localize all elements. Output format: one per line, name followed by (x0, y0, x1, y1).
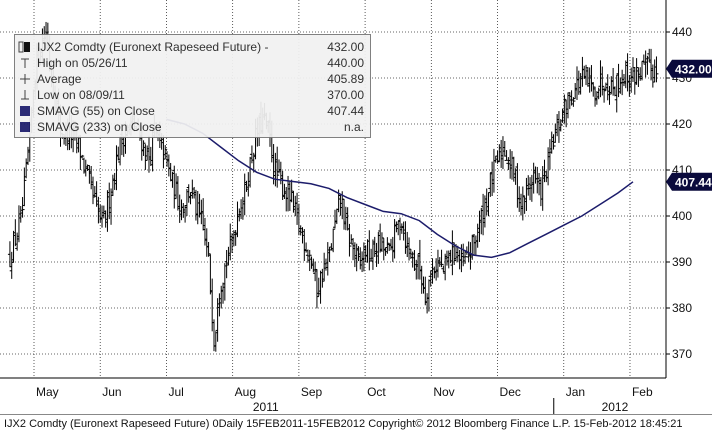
legend-row-sma233: SMAVG (233) on Close n.a. (19, 119, 364, 135)
year-label: 2011 (253, 400, 279, 414)
y-tick-label: 420 (672, 117, 692, 131)
y-tick-label: 390 (672, 255, 692, 269)
legend-value: 407.44 (327, 104, 364, 118)
low-marker-icon (19, 89, 31, 101)
price-bar (607, 86, 612, 105)
price-bar (385, 237, 390, 254)
x-tick-label: Jun (102, 385, 121, 399)
last-value-labels: 432.00 407.44 (666, 59, 712, 191)
price-bar (163, 145, 168, 160)
price-bar (161, 135, 166, 169)
high-marker-icon (19, 57, 31, 69)
legend-value: 432.00 (327, 40, 364, 54)
legend-row-low: Low on 08/09/11 370.00 (19, 87, 364, 103)
price-bar (80, 154, 85, 159)
last-price-label-box (666, 59, 712, 78)
average-marker-icon (19, 73, 31, 85)
square-icon (18, 41, 30, 53)
x-tick-label: Dec (500, 385, 521, 399)
x-tick-label: Jan (566, 385, 585, 399)
y-tick-label: 400 (672, 209, 692, 223)
sma-last-label-box (666, 172, 712, 191)
x-tick-label: May (36, 385, 59, 399)
legend-row-high: High on 05/26/11 440.00 (19, 55, 364, 71)
price-bar (600, 66, 605, 96)
y-tick-label: 440 (672, 25, 692, 39)
legend-row-sma55: SMAVG (55) on Close 407.44 (19, 103, 364, 119)
x-tick-label: Feb (632, 385, 653, 399)
price-bar (20, 197, 25, 218)
legend-row-price: IJX2 Comdty (Euronext Rapeseed Future) -… (18, 39, 364, 55)
sma-55-line (166, 118, 634, 259)
price-bar (141, 140, 146, 156)
legend-label: IJX2 Comdty (Euronext Rapeseed Future) - (37, 40, 269, 54)
price-bar (314, 269, 319, 309)
x-tick-label: Oct (367, 385, 386, 399)
legend-label: SMAVG (233) on Close (37, 120, 162, 134)
legend-value: n.a. (343, 120, 364, 134)
price-bar (562, 94, 567, 124)
legend-label: Average (37, 72, 82, 86)
price-bar (634, 58, 639, 85)
x-tick-label: Nov (433, 385, 454, 399)
price-bar (654, 56, 659, 83)
x-axis-ticks: May Jun Jul Aug Sep Oct Nov Dec Jan Feb 2011 2012 (36, 385, 653, 414)
y-tick-label: 370 (672, 347, 692, 361)
x-tick-label: Aug (235, 385, 256, 399)
y-tick-label: 380 (672, 301, 692, 315)
price-bar (347, 223, 352, 257)
legend-label: SMAVG (55) on Close (37, 104, 155, 118)
price-bar (22, 167, 27, 207)
chart-legend: IJX2 Comdty (Euronext Rapeseed Future) -… (14, 34, 371, 138)
last-price-label-text: 432.00 (675, 62, 712, 76)
legend-row-average: Average 405.89 (19, 71, 364, 87)
legend-label: Low on 08/09/11 (37, 88, 125, 102)
navy-square-icon (19, 105, 31, 117)
x-tick-label: Sep (301, 385, 323, 399)
price-bar (307, 249, 312, 272)
price-bar (520, 186, 525, 221)
price-bar (331, 228, 336, 253)
legend-value: 440.00 (327, 56, 364, 70)
price-bar (206, 241, 211, 257)
navy-square-icon (19, 121, 31, 133)
x-tick-label: Jul (168, 385, 183, 399)
price-bar (439, 249, 444, 268)
price-bar (275, 146, 280, 188)
year-label: 2012 (602, 400, 629, 414)
legend-label: High on 05/26/11 (37, 56, 128, 70)
footer-text: IJX2 Comdty (Euronext Rapeseed Future) 0… (4, 418, 683, 430)
price-bar (143, 144, 148, 170)
sma-last-label-text: 407.44 (675, 175, 712, 189)
legend-value: 370.00 (327, 88, 364, 102)
legend-value: 405.89 (327, 72, 364, 86)
chart-footer: IJX2 Comdty (Euronext Rapeseed Future) 0… (0, 414, 712, 432)
